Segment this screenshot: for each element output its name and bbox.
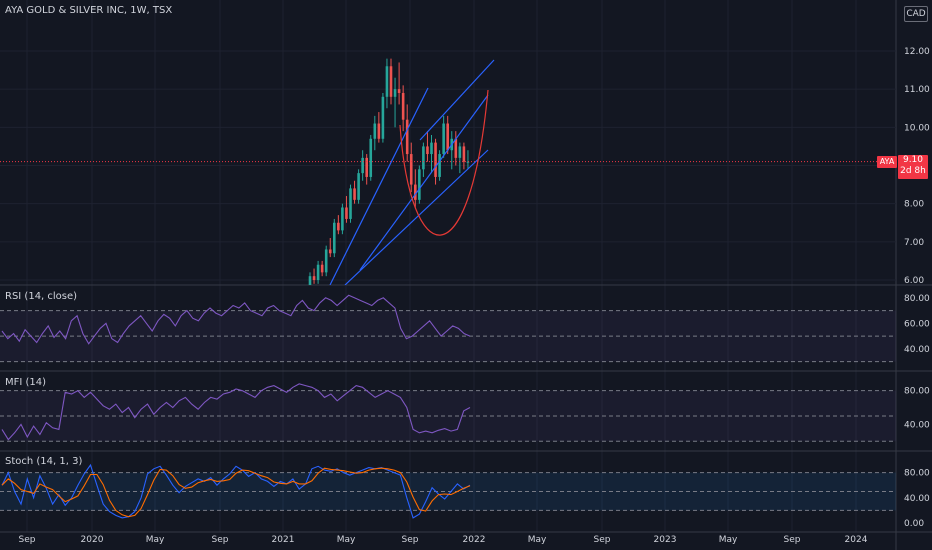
- candle-body: [328, 249, 332, 254]
- x-tick-label: Sep: [784, 535, 801, 545]
- candle-body: [446, 123, 449, 151]
- candle-body: [377, 123, 381, 139]
- candle-body: [434, 142, 437, 177]
- y-tick-label: 80.00: [904, 387, 930, 397]
- y-tick-label: 8.00: [904, 200, 924, 210]
- candle-body: [333, 222, 336, 254]
- candle-body: [389, 66, 393, 97]
- last-price-value: 9.10: [902, 155, 924, 165]
- x-tick-label: Sep: [19, 535, 36, 545]
- arc-annotation: [399, 89, 489, 236]
- y-tick-label: 0.00: [904, 519, 924, 529]
- candle-body: [353, 188, 356, 200]
- x-tick-label: 2021: [272, 535, 295, 545]
- oscillator-line-1: [1, 383, 471, 441]
- candle-body: [430, 142, 433, 155]
- candle-body: [466, 161, 470, 163]
- y-tick-label: 7.00: [904, 238, 924, 248]
- y-tick-label: 11.00: [904, 85, 930, 95]
- x-tick-label: Sep: [212, 535, 229, 545]
- candle-body: [401, 92, 405, 120]
- rsi-pane-title[interactable]: RSI (14, close): [5, 291, 78, 302]
- trendline: [344, 149, 489, 285]
- candle-body: [405, 119, 409, 155]
- trendline: [329, 87, 429, 285]
- candle-body: [462, 146, 466, 162]
- countdown-value: 2d 8h: [900, 166, 926, 176]
- candle-body: [324, 249, 328, 273]
- symbol-tag: AYA: [877, 156, 897, 168]
- candle-body: [426, 146, 429, 155]
- trendline: [359, 94, 489, 271]
- x-tick-label: Sep: [402, 535, 419, 545]
- candle-body: [312, 276, 316, 280]
- candle-body: [414, 184, 417, 200]
- y-tick-label: 80.00: [904, 469, 930, 479]
- candle-body: [341, 207, 344, 231]
- candle-body: [454, 138, 458, 158]
- x-tick-label: May: [528, 535, 547, 545]
- trendline: [419, 59, 495, 141]
- y-tick-label: 60.00: [904, 319, 930, 329]
- x-tick-label: May: [719, 535, 738, 545]
- x-tick-label: Sep: [594, 535, 611, 545]
- y-tick-label: 40.00: [904, 420, 930, 430]
- x-tick-label: May: [146, 535, 165, 545]
- candle-body: [308, 276, 312, 285]
- candle-body: [357, 173, 360, 200]
- y-tick-label: 80.00: [904, 294, 930, 304]
- y-tick-label: 10.00: [904, 123, 930, 133]
- oscillator-line-1: [1, 294, 471, 345]
- price-series: [308, 58, 495, 285]
- candle-body: [418, 169, 421, 200]
- candle-body: [397, 89, 401, 93]
- candle-body: [316, 264, 320, 280]
- candle-body: [369, 138, 373, 177]
- candle-body: [349, 188, 352, 219]
- candle-body: [442, 123, 445, 155]
- currency-badge[interactable]: CAD: [904, 6, 928, 22]
- oscillator-line-1: [1, 463, 471, 519]
- stoch-pane-title[interactable]: Stoch (14, 1, 3): [5, 456, 83, 467]
- y-tick-label: 40.00: [904, 345, 930, 355]
- candle-body: [345, 207, 348, 219]
- x-tick-label: 2022: [463, 535, 486, 545]
- candle-body: [458, 146, 462, 158]
- x-tick-label: 2020: [81, 535, 104, 545]
- candle-body: [365, 157, 368, 177]
- candle-body: [361, 157, 364, 174]
- mfi-pane-title[interactable]: MFI (14): [5, 377, 47, 388]
- candle-body: [393, 89, 397, 97]
- x-tick-label: 2024: [845, 535, 868, 545]
- y-tick-label: 6.00: [904, 276, 924, 286]
- candle-body: [409, 154, 413, 185]
- x-tick-label: May: [337, 535, 356, 545]
- candle-body: [438, 154, 441, 177]
- candle-body: [337, 222, 340, 231]
- candle-body: [422, 146, 425, 170]
- candle-body: [381, 96, 385, 139]
- y-tick-label: 12.00: [904, 47, 930, 57]
- oscillator-line-2: [1, 467, 471, 518]
- candle-body: [320, 264, 324, 273]
- chart-title: AYA GOLD & SILVER INC, 1W, TSX: [5, 5, 173, 16]
- candle-body: [373, 123, 377, 139]
- x-tick-label: 2023: [654, 535, 677, 545]
- last-price-tag: 9.10 2d 8h: [898, 155, 928, 179]
- candle-body: [385, 66, 389, 97]
- y-tick-label: 40.00: [904, 494, 930, 504]
